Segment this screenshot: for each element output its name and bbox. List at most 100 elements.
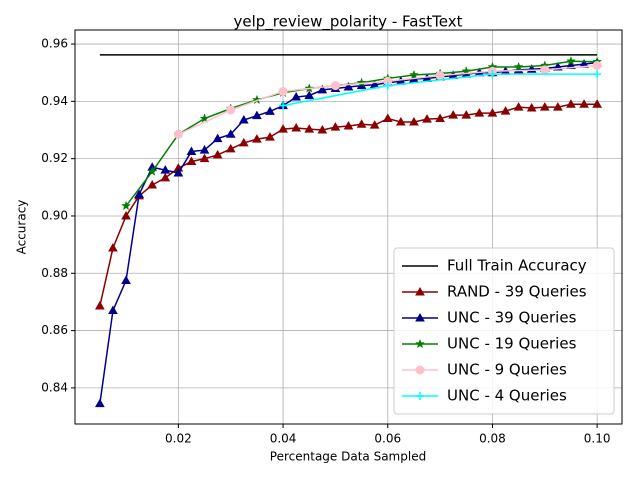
x-tick-label: 0.10 — [584, 432, 611, 446]
marker — [121, 210, 131, 220]
marker — [487, 108, 498, 117]
y-tick-label: 0.84 — [41, 380, 68, 394]
marker — [330, 81, 340, 91]
marker — [225, 129, 236, 138]
marker — [238, 114, 249, 124]
marker — [225, 143, 236, 153]
marker — [147, 166, 158, 176]
marker — [448, 110, 459, 119]
marker — [435, 71, 445, 81]
marker — [539, 102, 550, 111]
marker — [513, 102, 524, 111]
marker — [160, 172, 171, 182]
legend-label: UNC - 39 Queries — [447, 309, 577, 327]
marker — [526, 102, 537, 112]
y-axis-label: Accuracy — [15, 200, 29, 255]
series-line — [282, 73, 598, 107]
marker — [409, 116, 419, 126]
marker — [488, 70, 497, 79]
marker — [416, 392, 424, 400]
marker — [422, 114, 432, 123]
marker — [330, 122, 341, 131]
marker — [415, 312, 425, 322]
marker — [540, 65, 550, 75]
legend-label: RAND - 39 Queries — [447, 283, 587, 301]
marker — [265, 132, 275, 141]
marker — [395, 116, 406, 126]
marker — [212, 149, 223, 159]
legend-label: UNC - 19 Queries — [447, 335, 577, 353]
x-axis-label: Percentage Data Sampled — [270, 450, 426, 464]
marker — [435, 113, 445, 123]
plot-frame — [74, 29, 623, 425]
marker — [147, 180, 158, 189]
marker — [565, 55, 576, 66]
marker — [382, 113, 393, 123]
marker — [265, 106, 275, 115]
marker — [160, 165, 171, 174]
marker — [173, 129, 183, 139]
marker — [553, 102, 563, 111]
marker — [199, 113, 210, 123]
marker — [500, 106, 511, 115]
marker — [461, 110, 472, 119]
legend-label: UNC - 9 Queries — [447, 361, 567, 379]
marker — [415, 365, 425, 375]
x-tick-label: 0.04 — [270, 432, 297, 446]
marker — [95, 398, 105, 408]
legend: Full Train Accuracy RAND - 39 Queries UNC … — [393, 247, 615, 415]
marker — [186, 156, 197, 166]
marker — [592, 99, 602, 108]
marker — [356, 119, 367, 128]
marker — [317, 124, 328, 134]
marker — [304, 124, 315, 133]
marker — [593, 70, 602, 79]
x-tick-label: 0.06 — [374, 432, 401, 446]
marker — [226, 105, 236, 115]
marker — [291, 92, 302, 101]
y-tick-label: 0.90 — [41, 208, 68, 222]
marker — [108, 243, 118, 252]
x-tick-label: 0.08 — [479, 432, 506, 446]
marker — [121, 200, 132, 211]
marker — [414, 338, 426, 349]
marker — [252, 134, 262, 143]
marker — [408, 69, 419, 80]
marker — [317, 84, 328, 94]
legend-box — [393, 247, 615, 415]
marker — [415, 286, 425, 296]
marker — [199, 145, 210, 154]
marker — [291, 122, 302, 132]
chart-title: yelp_review_polarity - FastText — [234, 13, 463, 32]
marker — [212, 133, 223, 143]
marker — [343, 120, 354, 130]
legend-label: UNC - 4 Queries — [447, 387, 567, 405]
y-tick-label: 0.96 — [41, 37, 68, 51]
marker — [108, 305, 118, 315]
marker — [579, 99, 589, 108]
marker — [356, 77, 367, 87]
marker — [513, 61, 524, 72]
x-tick-label: 0.02 — [165, 432, 192, 446]
marker — [304, 90, 315, 100]
marker — [95, 300, 105, 310]
marker — [278, 86, 288, 96]
marker — [592, 61, 602, 71]
marker — [278, 124, 288, 133]
marker — [238, 137, 249, 147]
marker — [186, 146, 197, 155]
marker — [279, 101, 288, 110]
legend-label: Full Train Accuracy — [447, 257, 587, 275]
y-tick-label: 0.86 — [41, 323, 68, 337]
marker — [566, 99, 576, 108]
y-tick-label: 0.88 — [41, 266, 68, 280]
marker — [173, 167, 184, 177]
marker — [251, 94, 262, 105]
marker — [134, 189, 144, 198]
marker — [343, 82, 354, 91]
marker — [474, 108, 485, 117]
marker — [121, 275, 131, 284]
marker — [199, 153, 210, 163]
marker — [383, 81, 392, 90]
